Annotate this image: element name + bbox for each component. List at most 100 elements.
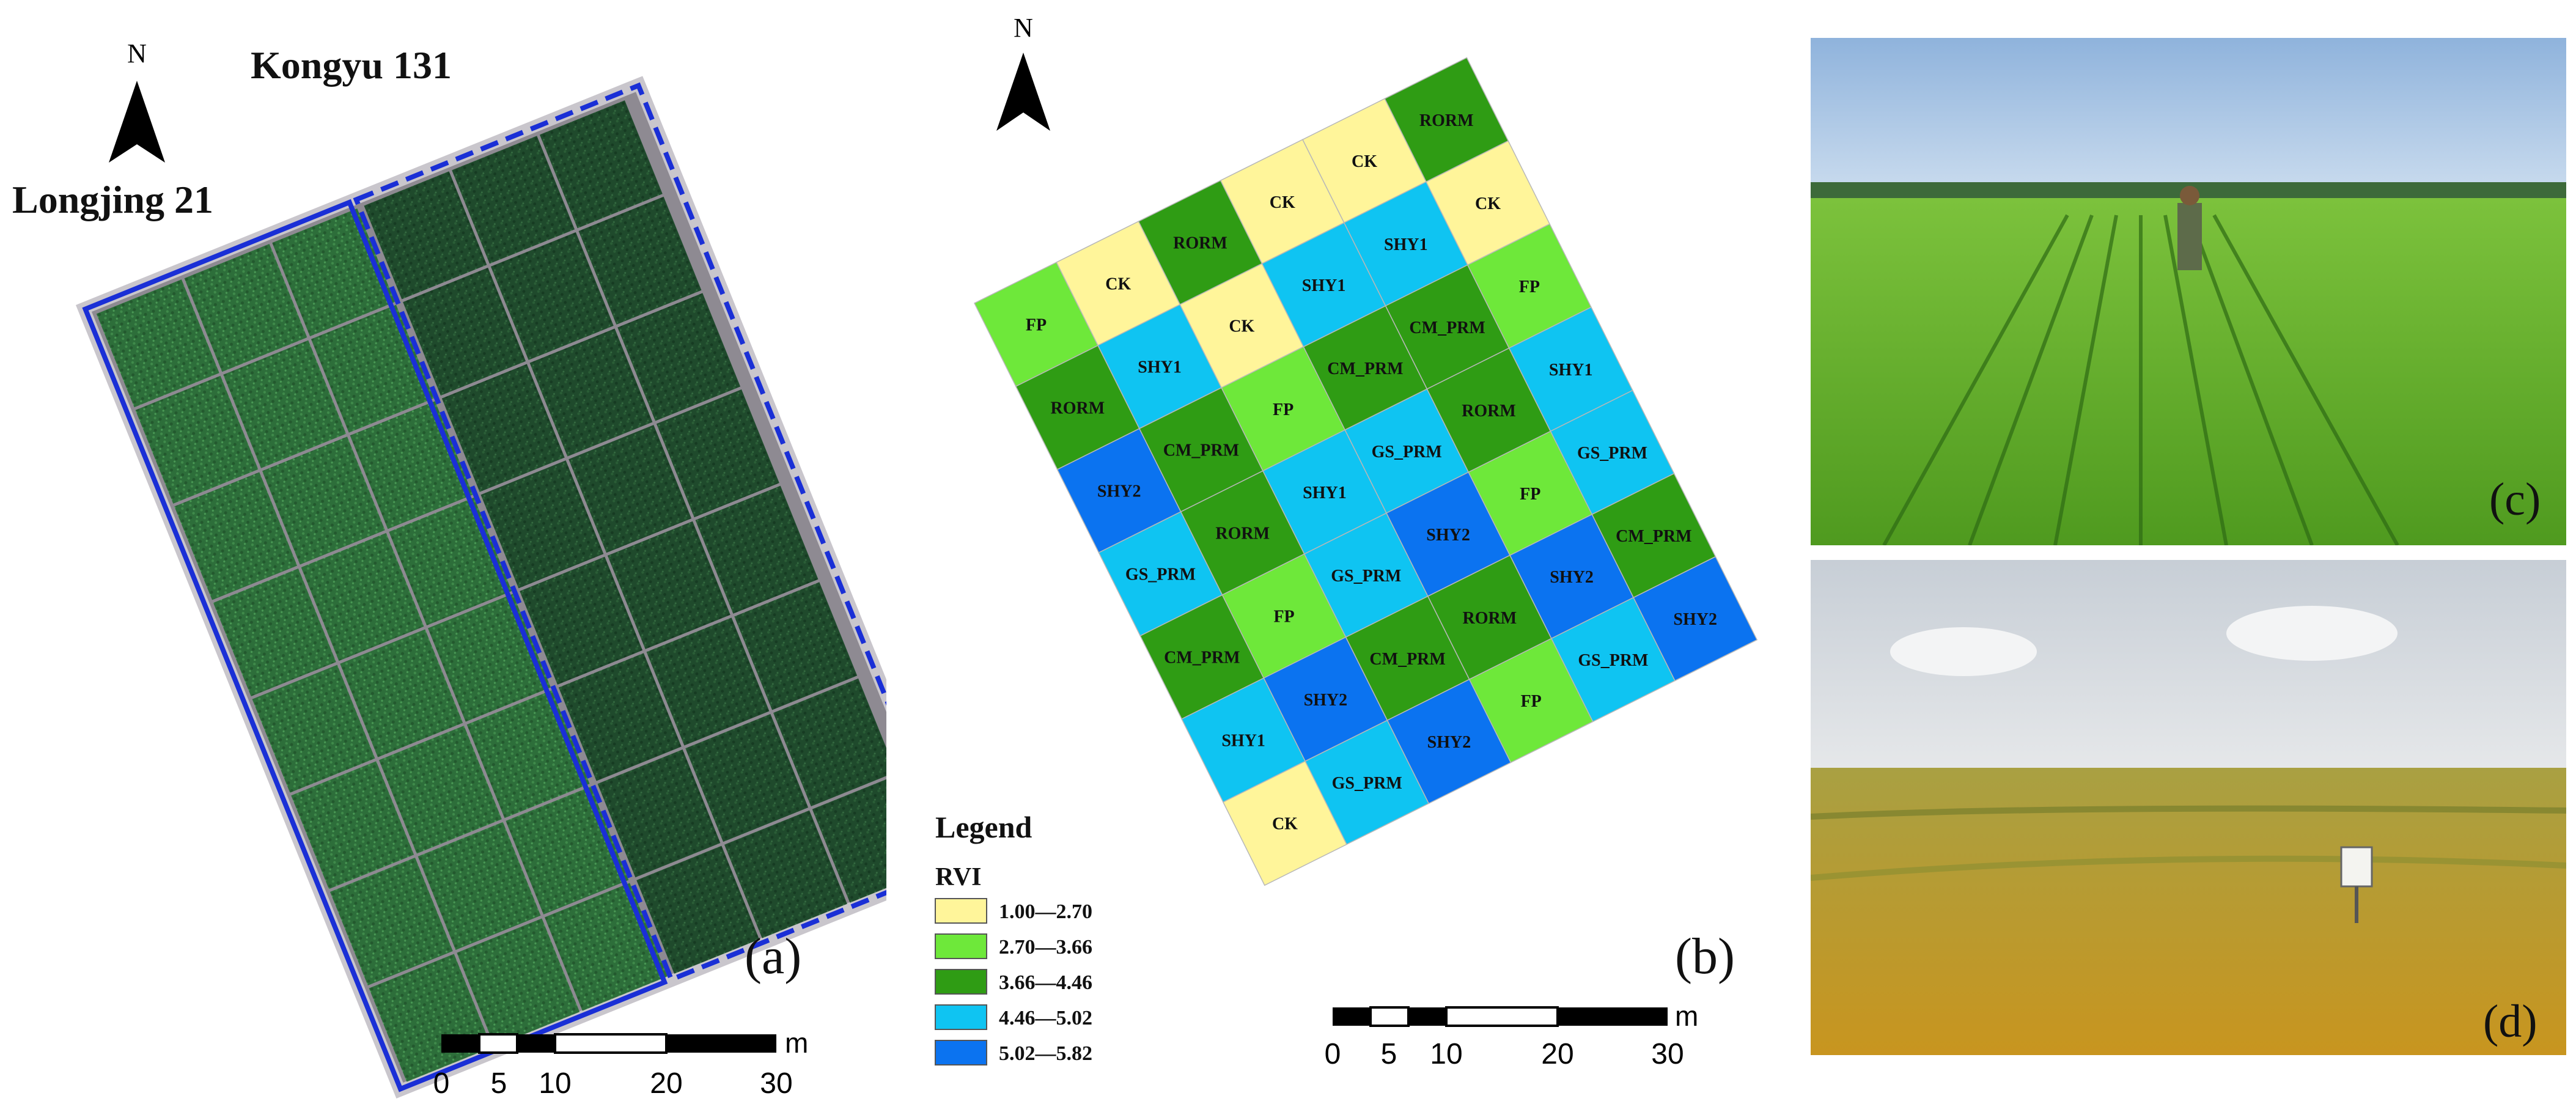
field-plot-longjing [457,918,580,1047]
plot-cell-label: FP [1520,485,1540,504]
legend-range-label: 5.02—5.82 [999,1042,1092,1065]
plot-cell-label: SHY1 [1302,276,1346,295]
field-plot-longjing [223,340,347,468]
panel-d-svg: (d) [1810,560,2567,1055]
field-plot-longjing [252,664,375,793]
field-plot-longjing [301,532,424,661]
kongyu-boundary [353,82,957,983]
plot-cell-label: CM_PRM [1369,650,1445,669]
panel-a-uav-image: N Kongyu 131 Longjing 21 (a) m 0 5 10 20… [0,0,963,1101]
plot-cell-label: CM_PRM [1163,441,1239,460]
plot-cell-label: RORM [1051,399,1105,418]
field-plot-longjing [418,822,541,950]
plot-cell-label: CM_PRM [1327,359,1403,378]
panel-label-a: (a) [745,928,801,985]
panel-label-b: (b) [1675,928,1735,985]
field-plot-kongyu [558,653,682,781]
plot-cell-label: SHY1 [1384,235,1428,254]
north-label-a: N [127,39,147,68]
field-plot-longjing [135,375,259,504]
legend-swatch [935,898,987,924]
north-arrow-b-right-icon [1023,53,1050,131]
plot-cell-label: RORM [1463,609,1517,628]
plot-cell-label: CM_PRM [1164,649,1240,668]
field-plot-longjing [174,472,298,600]
field-plot-kongyu [539,100,663,229]
field-image [75,76,963,1099]
plot-cell-label: GS_PRM [1125,565,1196,584]
plot-cell-label: GS_PRM [1372,443,1442,462]
panel-a-svg: N Kongyu 131 Longjing 21 (a) m 0 5 10 20… [12,39,963,1100]
plot-cell-label: RORM [1419,111,1474,130]
scale-bar-a: m 0 5 10 20 30 [433,1027,809,1100]
plot-cell-label: SHY2 [1097,482,1141,501]
legend-items: 1.00—2.70 2.70—3.66 3.66—4.46 4.46—5.02 5.02… [935,898,1092,1065]
legend-range-label: 1.00—2.70 [999,900,1092,923]
plot-cell-label: CK [1352,152,1377,171]
field-plot-kongyu [520,556,643,685]
kongyu-plots [364,100,935,974]
panel-label-d: (d) [2483,996,2537,1047]
field-plot-kongyu [724,810,847,938]
field-plot-longjing [184,244,307,372]
legend-title: Legend [935,810,1032,844]
scale-tick-a-20: 20 [650,1067,682,1100]
north-arrow-b: N [996,13,1050,131]
legend-swatch [935,933,987,959]
panel-b-rvi-map: N FP CK RORM CK CK RORM RORM SHY1 CK SHY1 SHY1 CK SH… [886,0,1773,1101]
label-longjing-21: Longjing 21 [12,178,213,221]
field-plot-kongyu [490,232,614,361]
scale-tick-b-20: 20 [1541,1038,1573,1070]
plot-cell-label: SHY2 [1304,691,1348,710]
legend-subtitle: RVI [935,863,982,891]
field-plot-kongyu [529,328,653,457]
label-kongyu-131: Kongyu 131 [251,43,452,87]
plot-cell-label: SHY2 [1426,526,1470,545]
plot-cell-label: GS_PRM [1331,567,1401,586]
plot-cell-label: FP [1521,692,1542,711]
cloud [2226,606,2398,661]
scale-unit-a: m [785,1027,808,1059]
ripe-rice-field [1811,768,2566,1055]
panel-d-photo-ripe-field: (d) [1810,560,2567,1055]
field-plot-kongyu [578,196,702,325]
field-plot-longjing [378,726,502,854]
field-plot-longjing [291,761,414,889]
plot-cell-label: FP [1273,400,1294,419]
plot-cell-label: GS_PRM [1578,651,1648,670]
field-plot-longjing [213,568,336,697]
field-plot-kongyu [734,582,858,710]
plot-cell-label: FP [1519,278,1540,296]
north-arrow-right-icon [137,81,165,163]
scale-bar-b: m 0 5 10 20 30 [1325,1000,1699,1070]
plot-cell [1633,556,1758,682]
plot-cell-label: SHY1 [1303,484,1347,502]
scale-tick-b-0: 0 [1325,1038,1341,1070]
plot-cell-label: FP [1273,608,1294,627]
field-plot-kongyu [685,713,809,842]
plot-cell-label: SHY2 [1673,610,1717,629]
plot-cell-label: CK [1270,193,1295,212]
scale-tick-b-10: 10 [1430,1038,1462,1070]
north-label-b: N [1014,13,1033,43]
field-plot-kongyu [636,845,760,974]
field-plot-kongyu [441,364,565,492]
legend-range-label: 4.46—5.02 [999,1007,1092,1029]
field-plot-kongyu [617,293,741,421]
plot-cell-label: SHY1 [1549,361,1593,380]
plot-cell-label: CM_PRM [1616,527,1691,546]
field-plot-kongyu [646,617,770,746]
scale-unit-b: m [1675,1000,1698,1032]
plot-cell-label: SHY2 [1427,733,1471,752]
cloud [1890,627,2037,676]
panel-b-svg: N FP CK RORM CK CK RORM RORM SHY1 CK SHY1 SHY1 CK SH… [935,13,1758,1070]
plot-cell-label: FP [1026,316,1047,335]
plot-cell-label: CK [1272,815,1298,834]
legend-swatch [935,969,987,995]
legend-swatch [935,1040,987,1065]
plot-cell-label: RORM [1173,234,1227,253]
scale-tick-a-0: 0 [433,1067,450,1100]
field-plot-kongyu [597,749,721,878]
plot-cell-label: RORM [1462,402,1516,421]
sky [1811,38,2566,191]
